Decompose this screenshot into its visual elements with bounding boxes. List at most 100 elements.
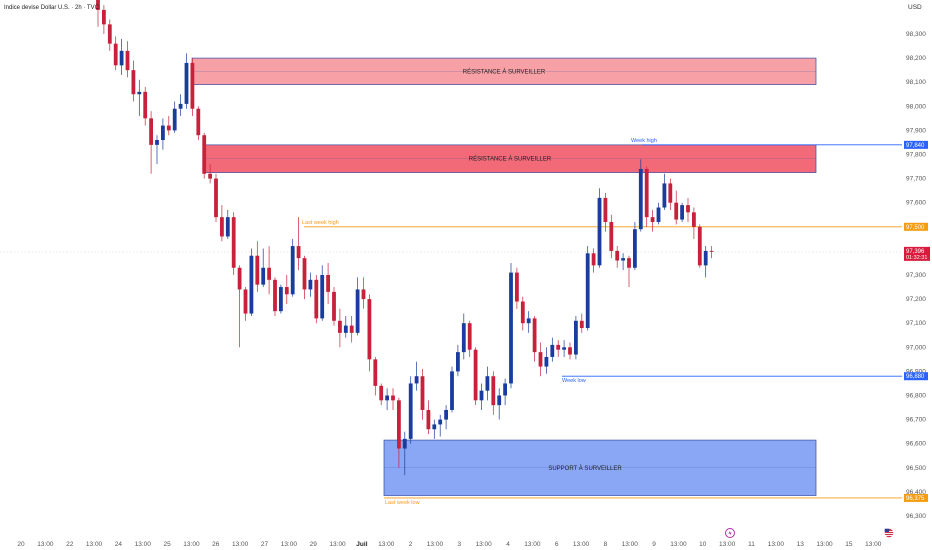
candle-body: [149, 118, 153, 145]
price-tick-label: 97,600: [906, 200, 926, 207]
candle-body: [615, 250, 620, 261]
candle-body: [196, 108, 201, 136]
candle-body: [343, 325, 348, 333]
price-tick-label: 97,900: [906, 127, 926, 134]
candle-body: [579, 320, 584, 329]
candle-body: [709, 250, 714, 252]
candle-body: [220, 217, 224, 237]
candle-body: [267, 267, 271, 280]
time-tick-label: 24: [115, 541, 123, 548]
time-tick-label: 15: [845, 541, 853, 548]
candle-body: [279, 287, 283, 312]
time-tick-label: 13:00: [670, 541, 687, 548]
candle-body: [414, 376, 419, 384]
price-tick-label: 98,000: [906, 103, 926, 110]
candle-body: [526, 318, 531, 324]
levels-layer: Week high Last week high Week low Last week…: [302, 138, 902, 506]
candle-body: [355, 289, 360, 333]
time-tick-label: 11: [748, 541, 755, 548]
candle-body: [550, 344, 555, 357]
price-tick-label: 96,600: [906, 441, 926, 448]
level-price-tag-text: 97,500: [906, 225, 925, 231]
candle-body: [591, 253, 596, 266]
candle-body: [261, 267, 266, 285]
candle-body: [621, 258, 625, 261]
candle-body: [332, 291, 336, 321]
price-tick-label: 96,300: [906, 513, 926, 520]
candle-body: [143, 91, 148, 119]
time-tick-label: 25: [163, 541, 171, 548]
candle-body: [255, 255, 260, 285]
candle-body: [473, 349, 478, 401]
candles-layer: [96, 0, 714, 476]
time-axis[interactable]: 20 13:00 22 13:00 24 13:00 25 13:00 26 13:00 27 13:…: [17, 541, 881, 548]
candle-body: [544, 356, 549, 367]
level-price-tag: [904, 372, 928, 381]
candle-body: [680, 205, 684, 220]
price-tick-label: 96,700: [906, 417, 926, 424]
time-tick-label: 22: [66, 541, 74, 548]
candle-body: [426, 409, 431, 430]
zones-layer: RÉSISTANCE À SURVEILLER RÉSISTANCE À SURV…: [191, 57, 817, 496]
candle-body: [190, 62, 195, 109]
candle-body: [556, 344, 561, 350]
candle-body: [627, 258, 631, 268]
candle-body: [166, 125, 171, 131]
candle-body: [361, 289, 366, 300]
candle-body: [326, 275, 330, 292]
level-label: Week low: [562, 378, 586, 384]
alert-icon[interactable]: [725, 528, 735, 538]
time-tick-label: 29: [310, 541, 318, 548]
candle-body: [302, 258, 307, 290]
candle-body: [668, 183, 673, 203]
candle-body: [96, 0, 100, 10]
candle-body: [367, 299, 372, 360]
price-tick-label: 96,900: [906, 368, 926, 375]
level-price-tag-text: 97,840: [906, 143, 925, 149]
candle-body: [184, 62, 189, 104]
time-tick-label: 9: [652, 541, 656, 548]
candle-body: [697, 226, 702, 266]
level-price-tag: [904, 140, 928, 149]
candle-body: [391, 395, 395, 401]
candle-body: [397, 400, 401, 449]
candle-body: [102, 9, 106, 25]
candle-body: [402, 438, 407, 449]
candle-body: [243, 289, 248, 314]
time-tick-label: 13:00: [768, 541, 785, 548]
zone-label: RÉSISTANCE À SURVEILLER: [469, 156, 552, 163]
candle-body: [155, 140, 159, 145]
time-tick-label: 2: [409, 541, 413, 548]
candle-body: [308, 279, 313, 290]
level-label: Week high: [631, 138, 657, 144]
candle-body: [703, 250, 708, 266]
last-price-value: 97,396: [906, 249, 925, 255]
candle-body: [520, 301, 525, 324]
candle-body: [562, 347, 566, 350]
time-tick-label: 13:00: [816, 541, 833, 548]
candle-body: [296, 246, 301, 259]
candle-body: [432, 424, 437, 430]
time-tick-label: 13:00: [37, 541, 54, 548]
candle-body: [131, 70, 136, 95]
time-tick-label: 20: [17, 541, 25, 548]
candle-body: [113, 43, 118, 66]
candle-body: [249, 255, 254, 314]
price-axis[interactable]: 98,300 98,200 98,100 98,000 97,900 97,800 97,7…: [906, 31, 926, 520]
last-price-countdown: 01:32:31: [906, 255, 927, 261]
time-tick-label: 3: [457, 541, 461, 548]
time-tick-label: 13:00: [524, 541, 541, 548]
candle-body: [674, 202, 679, 220]
candle-body: [692, 212, 696, 227]
price-tick-label: 98,200: [906, 55, 926, 62]
candle-body: [467, 323, 472, 350]
price-tick-label: 96,500: [906, 465, 926, 472]
candle-body: [650, 217, 655, 222]
candle-body: [420, 376, 425, 410]
candle-body: [609, 221, 614, 251]
candle-body: [284, 287, 289, 295]
last-price-tag: [904, 246, 930, 261]
level-price-tag-text: 96,880: [906, 374, 925, 380]
